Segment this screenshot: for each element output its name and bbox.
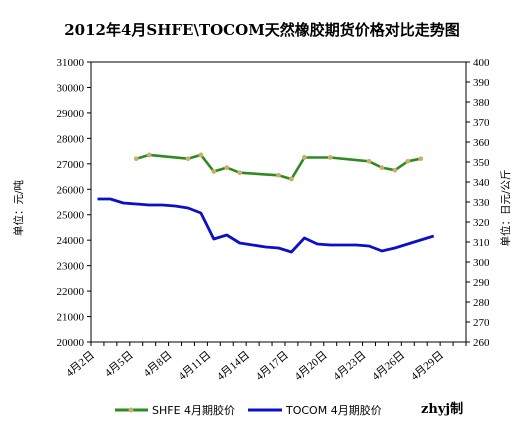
x-tick-label: 4月14日: [215, 349, 252, 383]
legend: SHFE 4月期胶价 TOCOM 4月期胶价: [115, 403, 382, 417]
right-y-axis: 260 270 280 290 300 310 320 330 340 350 360 370 380 3…: [466, 57, 490, 349]
watermark-text: zhyj制: [421, 401, 463, 417]
right-y-tick-label: 350: [473, 157, 490, 169]
right-y-tick-label: 390: [473, 77, 490, 89]
data-point-shfe: [211, 169, 217, 174]
x-tick-label: 4月29日: [409, 349, 446, 383]
x-tick-label: 4月23日: [331, 349, 368, 383]
right-y-tick-label: 400: [473, 57, 490, 69]
plot-area: [90, 61, 467, 343]
right-y-tick-label: 370: [473, 117, 490, 129]
x-tick-label: 4月8日: [142, 349, 175, 379]
left-y-axis: 20000 21000 22000 23000 24000 25000 26000 27000…: [57, 57, 91, 349]
series-line-tocom: [97, 197, 435, 254]
right-y-tick-label: 360: [473, 137, 490, 149]
data-point-shfe: [198, 152, 204, 158]
x-tick-label: 4月20日: [292, 349, 329, 383]
data-point-shfe: [418, 156, 424, 162]
data-point-shfe: [379, 165, 385, 171]
data-point-shfe: [392, 167, 398, 173]
left-y-tick-label: 29000: [57, 108, 85, 120]
right-y-tick-label: 300: [473, 257, 490, 269]
right-y-axis-label: 单位：日元/公斤: [499, 169, 512, 246]
data-point-shfe: [405, 158, 411, 164]
right-y-tick-label: 320: [473, 217, 490, 229]
right-y-tick-label: 310: [473, 237, 490, 249]
data-point-shfe: [185, 156, 191, 162]
data-point-shfe: [237, 170, 243, 176]
data-point-shfe: [301, 155, 307, 160]
data-point-shfe: [327, 155, 333, 160]
legend-item-tocom: TOCOM 4月期胶价: [248, 403, 382, 417]
series-layer: [97, 152, 435, 254]
series-line-shfe: [135, 153, 421, 181]
data-point-shfe: [276, 172, 281, 178]
right-y-tick-label: 260: [473, 337, 490, 349]
left-y-tick-label: 31000: [57, 57, 85, 69]
x-tick-label: 4月2日: [64, 349, 97, 379]
left-y-tick-label: 22000: [57, 286, 85, 298]
legend-item-shfe: SHFE 4月期胶价: [115, 403, 235, 417]
legend-marker-shfe: [128, 407, 134, 413]
data-point-shfe: [146, 152, 152, 158]
right-y-tick-label: 330: [473, 197, 490, 209]
chart-title: 2012年4月SHFE\TOCOM天然橡胶期货价格对比走势图: [64, 21, 460, 39]
right-y-tick-label: 380: [473, 97, 490, 109]
left-y-tick-label: 23000: [57, 261, 85, 273]
x-tick-label: 4月26日: [370, 349, 407, 383]
left-y-tick-label: 20000: [57, 337, 85, 349]
left-y-tick-label: 27000: [57, 159, 85, 171]
left-y-tick-label: 25000: [57, 210, 85, 222]
left-y-tick-label: 30000: [57, 82, 85, 94]
legend-label-shfe: SHFE 4月期胶价: [152, 403, 235, 417]
x-axis: 4月2日 4月5日 4月8日 4月11日 4月14日 4月17日 4月20日 4月23日 4月2…: [64, 342, 467, 383]
data-point-shfe: [366, 158, 372, 164]
x-tick-label: 4月11日: [176, 349, 213, 383]
right-y-tick-label: 280: [473, 297, 490, 309]
x-tick-label: 4月17日: [254, 349, 291, 383]
data-point-shfe: [133, 156, 139, 162]
left-y-tick-label: 26000: [57, 184, 85, 196]
data-point-shfe: [289, 176, 294, 182]
left-y-axis-label: 单位：元/吨: [12, 179, 25, 236]
left-y-tick-label: 24000: [57, 235, 85, 247]
data-point-shfe: [224, 165, 230, 171]
left-y-tick-label: 21000: [57, 312, 85, 324]
right-y-tick-label: 340: [473, 177, 490, 189]
left-y-tick-label: 28000: [57, 133, 85, 145]
legend-label-tocom: TOCOM 4月期胶价: [285, 403, 382, 417]
x-tick-label: 4月5日: [103, 349, 136, 379]
right-y-tick-label: 270: [473, 317, 490, 329]
right-y-tick-label: 290: [473, 277, 490, 289]
